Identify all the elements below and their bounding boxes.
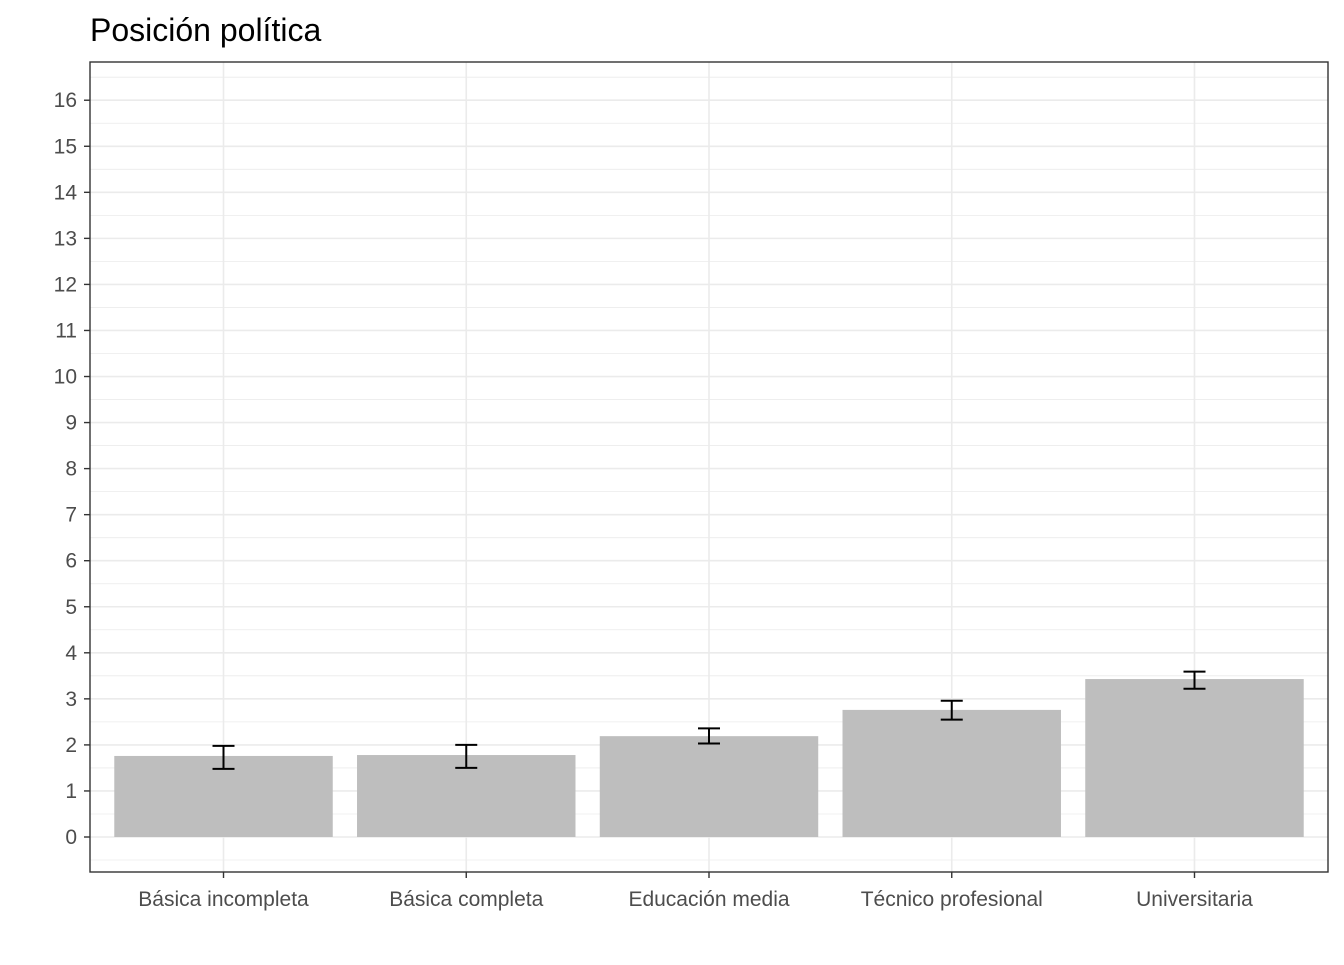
chart-title: Posición política [90,12,321,48]
y-tick-label: 14 [54,181,78,204]
y-tick-label: 10 [54,366,77,389]
x-tick-label: Técnico profesional [861,888,1043,911]
y-tick-label: 11 [55,319,77,342]
y-tick-label: 1 [65,780,77,803]
y-tick-label: 15 [54,135,77,158]
y-tick-label: 9 [65,412,77,435]
y-tick-label: 5 [65,596,77,619]
y-tick-label: 2 [65,734,77,757]
error-bars [212,670,1206,770]
y-tick-label: 8 [65,458,77,481]
bar [842,709,1061,838]
x-axis: Básica incompleta Básica completa Educació… [138,872,1253,911]
bar [1085,679,1304,838]
bar [599,736,819,838]
y-tick-label: 16 [54,89,77,112]
y-tick-label: 13 [54,227,77,250]
x-tick-label: Básica incompleta [138,888,309,911]
x-tick-label: Universitaria [1136,888,1253,911]
y-tick-label: 3 [65,688,77,711]
x-tick-label: Básica completa [389,888,543,911]
y-tick-label: 6 [65,550,77,573]
y-tick-label: 12 [54,273,77,296]
y-tick-label: 7 [65,504,77,527]
x-tick-label: Educación media [628,888,789,911]
y-tick-label: 4 [65,642,77,665]
y-tick-label: 0 [65,826,77,849]
